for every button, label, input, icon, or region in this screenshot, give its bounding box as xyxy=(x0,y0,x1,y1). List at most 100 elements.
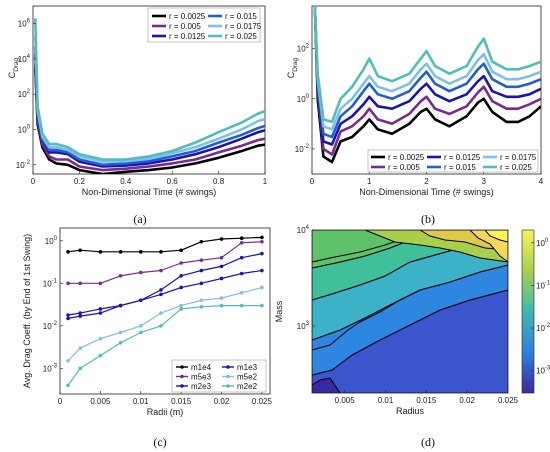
legend-entry: r = 0.025 xyxy=(500,163,532,172)
x-tick-label: 0.2 xyxy=(74,177,86,186)
x-tick-label: 0.005 xyxy=(90,397,111,406)
data-point xyxy=(66,281,70,286)
data-point xyxy=(199,258,204,262)
x-tick-label: 4 xyxy=(539,177,544,186)
colorbar-tick-label: 100 xyxy=(536,238,549,248)
series-line-2 xyxy=(313,6,541,146)
data-point xyxy=(260,303,264,308)
data-point xyxy=(239,290,244,295)
y-axis-label: Avg. Drag Coeff. (by End of 1st Swing) xyxy=(22,234,32,388)
data-point xyxy=(199,268,204,273)
colorbar-tick-label: 10-1 xyxy=(536,280,550,290)
y-tick-label: 100 xyxy=(297,94,310,104)
data-point xyxy=(260,251,264,256)
data-point xyxy=(118,250,123,254)
legend-entry: r = 0.0125 xyxy=(444,153,481,162)
data-point xyxy=(159,292,163,297)
x-tick-label: 0.015 xyxy=(171,397,192,406)
legend-entry: r = 0.015 xyxy=(225,12,257,21)
series-line-1 xyxy=(313,6,541,156)
y-tick-label: 100 xyxy=(18,124,31,134)
data-point xyxy=(199,239,204,244)
y-tick-label: 104 xyxy=(297,225,310,235)
data-point xyxy=(138,250,143,254)
data-point xyxy=(260,239,264,244)
data-point xyxy=(66,313,70,317)
legend-entry: m1e3 xyxy=(237,363,258,372)
x-tick-label: 1 xyxy=(263,177,268,186)
data-point xyxy=(239,271,244,276)
data-point xyxy=(159,268,163,273)
colorbar-tick-label: 10-3 xyxy=(536,366,550,376)
legend-marker xyxy=(226,384,230,388)
data-point xyxy=(66,359,70,363)
series-line-5 xyxy=(313,6,541,124)
series-line-0 xyxy=(34,68,265,174)
data-point xyxy=(98,307,103,311)
colorbar-tick-label: 10-2 xyxy=(536,323,550,333)
x-axis-label: Radius xyxy=(396,406,425,416)
legend-entry: r = 0.0025 xyxy=(388,153,425,162)
x-tick-label: 1 xyxy=(367,177,372,186)
legend-entry: m2e3 xyxy=(191,382,212,391)
data-point xyxy=(98,250,103,254)
data-point xyxy=(118,274,123,278)
y-tick-label: 10-2 xyxy=(16,160,31,170)
panel-b-axes xyxy=(311,5,542,175)
legend-entry: r = 0.025 xyxy=(225,32,257,41)
legend-entry: r = 0.015 xyxy=(444,163,476,172)
x-tick-label: 0 xyxy=(58,397,63,406)
data-point xyxy=(66,250,70,254)
data-point xyxy=(159,324,163,328)
colorbar xyxy=(521,229,535,394)
legend-entry: m5e2 xyxy=(237,373,258,382)
data-point xyxy=(260,268,264,273)
panel-caption: (c) xyxy=(153,435,166,449)
y-axis-label: CDrag xyxy=(286,57,299,78)
data-point xyxy=(179,248,183,253)
data-point xyxy=(98,311,103,315)
x-tick-label: 0.01 xyxy=(378,396,394,405)
data-point xyxy=(260,235,264,240)
data-point xyxy=(98,336,103,341)
data-point xyxy=(239,240,244,245)
data-point xyxy=(78,281,82,286)
y-tick-label: 103 xyxy=(297,321,310,331)
data-point xyxy=(199,305,204,309)
y-tick-label: 10-2 xyxy=(295,144,310,154)
data-point xyxy=(219,264,224,269)
legend-marker xyxy=(180,365,184,369)
series-line-3 xyxy=(67,286,263,362)
series-line-3 xyxy=(313,6,541,139)
x-tick-label: 0.025 xyxy=(498,396,519,405)
x-tick-label: 2 xyxy=(424,177,429,186)
data-point xyxy=(78,366,82,371)
data-point xyxy=(159,311,163,315)
legend-marker xyxy=(180,374,184,379)
x-tick-label: 0.02 xyxy=(459,396,475,405)
series-line-3 xyxy=(34,46,265,167)
data-point xyxy=(98,353,103,358)
series-line-0 xyxy=(313,6,541,164)
legend-entry: r = 0.0125 xyxy=(169,32,206,41)
data-point xyxy=(138,298,143,303)
y-tick-label: 10-1 xyxy=(43,278,58,288)
data-point xyxy=(78,248,82,253)
data-point xyxy=(219,255,224,260)
y-axis-label: Mass xyxy=(274,300,284,322)
x-tick-label: 3 xyxy=(482,177,487,186)
series-line-2 xyxy=(68,241,262,284)
x-tick-label: 0.4 xyxy=(120,177,132,186)
data-point xyxy=(78,346,82,350)
y-axis-label: CDrag xyxy=(7,57,20,78)
data-point xyxy=(159,250,163,254)
legend-marker xyxy=(180,384,184,388)
data-point xyxy=(179,261,183,265)
x-tick-label: 0.01 xyxy=(133,397,149,406)
data-point xyxy=(179,274,183,278)
legend-entry: r = 0.0175 xyxy=(225,22,262,31)
legend-entry: m2e2 xyxy=(237,382,258,391)
data-point xyxy=(78,311,82,315)
x-tick-label: 0 xyxy=(31,177,36,186)
